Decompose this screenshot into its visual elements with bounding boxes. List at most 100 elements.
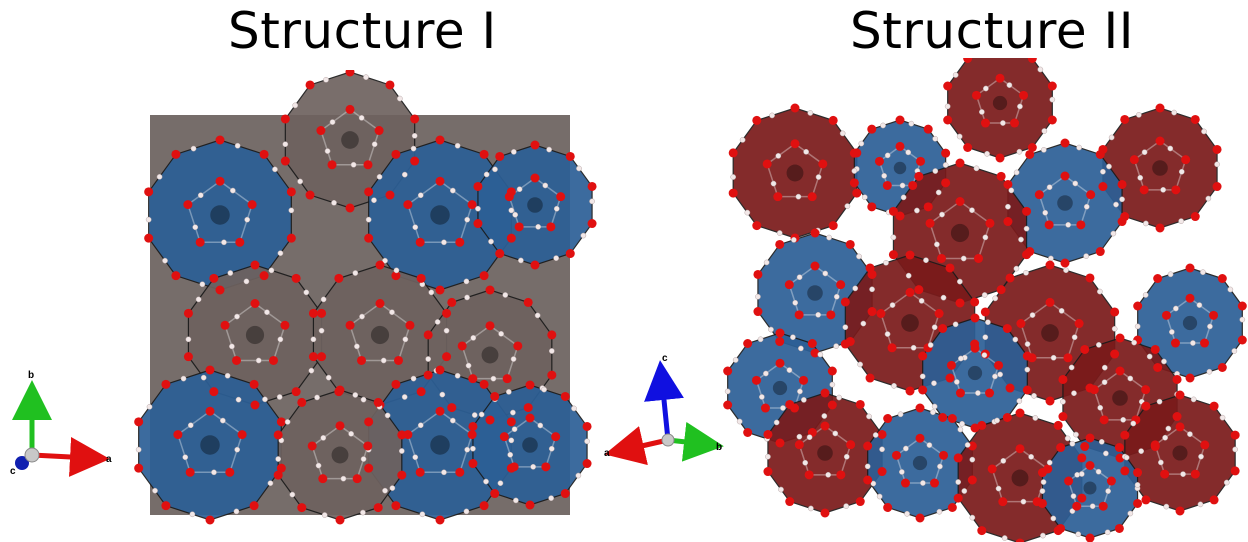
oxygen-atom (582, 421, 592, 431)
guest-molecule (1182, 315, 1198, 331)
oxygen-atom (938, 324, 948, 334)
oxygen-atom (908, 180, 918, 190)
hydrogen-atom (1134, 323, 1141, 330)
oxygen-atom (410, 114, 420, 124)
hydrogen-atom (1105, 488, 1111, 494)
hydrogen-atom (826, 234, 832, 241)
oxygen-atom (468, 374, 478, 384)
oxygen-atom (397, 430, 407, 440)
hydrogen-atom (221, 239, 227, 246)
hydrogen-atom (229, 187, 236, 194)
hydrogen-atom (548, 348, 555, 354)
oxygen-atom (375, 299, 385, 308)
oxygen-atom (1098, 501, 1108, 511)
oxygen-atom (1110, 349, 1120, 359)
hydrogen-atom (135, 446, 142, 453)
axis-a-arrow (31, 436, 110, 477)
hydrogen-atom (1104, 529, 1111, 536)
hydrogen-atom (1060, 398, 1066, 405)
hydrogen-atom (923, 257, 929, 264)
oxygen-atom (495, 249, 505, 259)
oxygen-atom (996, 171, 1006, 181)
cage-face (895, 437, 945, 484)
hydrogen-atom (730, 174, 737, 180)
oxygen-atom (385, 80, 395, 90)
hydrogen-atom (806, 434, 813, 441)
cage-face (461, 324, 519, 380)
hydrogen-atom (829, 381, 836, 388)
hydrogen-atom (1160, 186, 1167, 193)
oxygen-atom (946, 360, 956, 370)
oxygen-atom (455, 237, 465, 247)
oxygen-atom (435, 515, 445, 525)
axis-c-label: c (662, 353, 668, 364)
oxygen-atom (763, 467, 773, 477)
hydrogen-atom (1200, 269, 1206, 276)
oxygen-atom (1085, 433, 1095, 443)
hydrogen-atom (920, 480, 926, 486)
hydrogen-atom (510, 149, 517, 155)
oxygen-atom (1025, 149, 1035, 159)
hydrogen-atom (190, 145, 197, 152)
cage-face (788, 265, 842, 316)
oxygen-atom (560, 391, 570, 401)
cage-face (991, 447, 1049, 503)
hydrogen-atom (903, 445, 909, 452)
oxygen-atom (1015, 444, 1025, 454)
hydrogen-atom (1065, 221, 1072, 228)
structure-i-title: Structure I (228, 2, 497, 60)
oxygen-atom (1060, 258, 1070, 268)
hydrogen-atom (1023, 225, 1030, 232)
hydrogen-atom (1162, 434, 1168, 441)
oxygen-atom (1047, 81, 1057, 91)
oxygen-atom (728, 188, 738, 198)
hydrogen-atom (866, 413, 872, 420)
hydrogen-atom (1187, 431, 1193, 437)
hydrogen-atom (1024, 341, 1031, 347)
oxygen-atom (939, 450, 949, 460)
hydrogen-atom (932, 135, 939, 142)
hydrogen-atom (513, 497, 519, 504)
hydrogen-atom (180, 375, 187, 382)
hydrogen-atom (224, 372, 231, 379)
oxygen-atom (485, 285, 495, 295)
hydrogen-atom (773, 419, 780, 426)
oxygen-atom (1095, 149, 1105, 159)
oxygen-atom (876, 309, 886, 319)
hydrogen-atom (1072, 180, 1079, 187)
hydrogen-atom (832, 430, 839, 437)
hydrogen-atom (321, 512, 328, 518)
hydrogen-atom (768, 326, 774, 333)
oxygen-atom (888, 250, 898, 260)
hydrogen-atom (434, 319, 441, 325)
oxygen-atom (259, 271, 269, 281)
hydrogen-atom (1069, 440, 1076, 447)
hydrogen-atom (1123, 454, 1130, 461)
oxygen-atom (874, 156, 884, 166)
hydrogen-atom (185, 336, 192, 343)
hydrogen-atom (571, 405, 577, 412)
hydrogen-atom (983, 85, 989, 92)
hydrogen-atom (145, 216, 152, 223)
hydrogen-atom (534, 312, 541, 319)
hydrogen-atom (844, 203, 851, 209)
oxygen-atom (523, 403, 533, 413)
oxygen-atom (391, 149, 401, 159)
hydrogen-atom (861, 194, 868, 201)
guest-molecule (807, 285, 823, 301)
hydrogen-atom (359, 313, 365, 320)
oxygen-atom (915, 513, 925, 523)
hydrogen-atom (325, 374, 332, 381)
oxygen-atom (971, 90, 981, 100)
hydrogen-atom (797, 388, 803, 395)
hydrogen-atom (1000, 458, 1007, 464)
oxygen-atom (1003, 179, 1013, 189)
oxygen-atom (914, 285, 924, 295)
hydrogen-atom (276, 394, 283, 400)
hydrogen-atom (262, 396, 268, 403)
oxygen-atom (291, 273, 301, 283)
oxygen-atom (840, 339, 850, 349)
hydrogen-atom (428, 289, 435, 296)
hydrogen-atom (1120, 416, 1127, 423)
oxygen-atom (1155, 103, 1165, 113)
